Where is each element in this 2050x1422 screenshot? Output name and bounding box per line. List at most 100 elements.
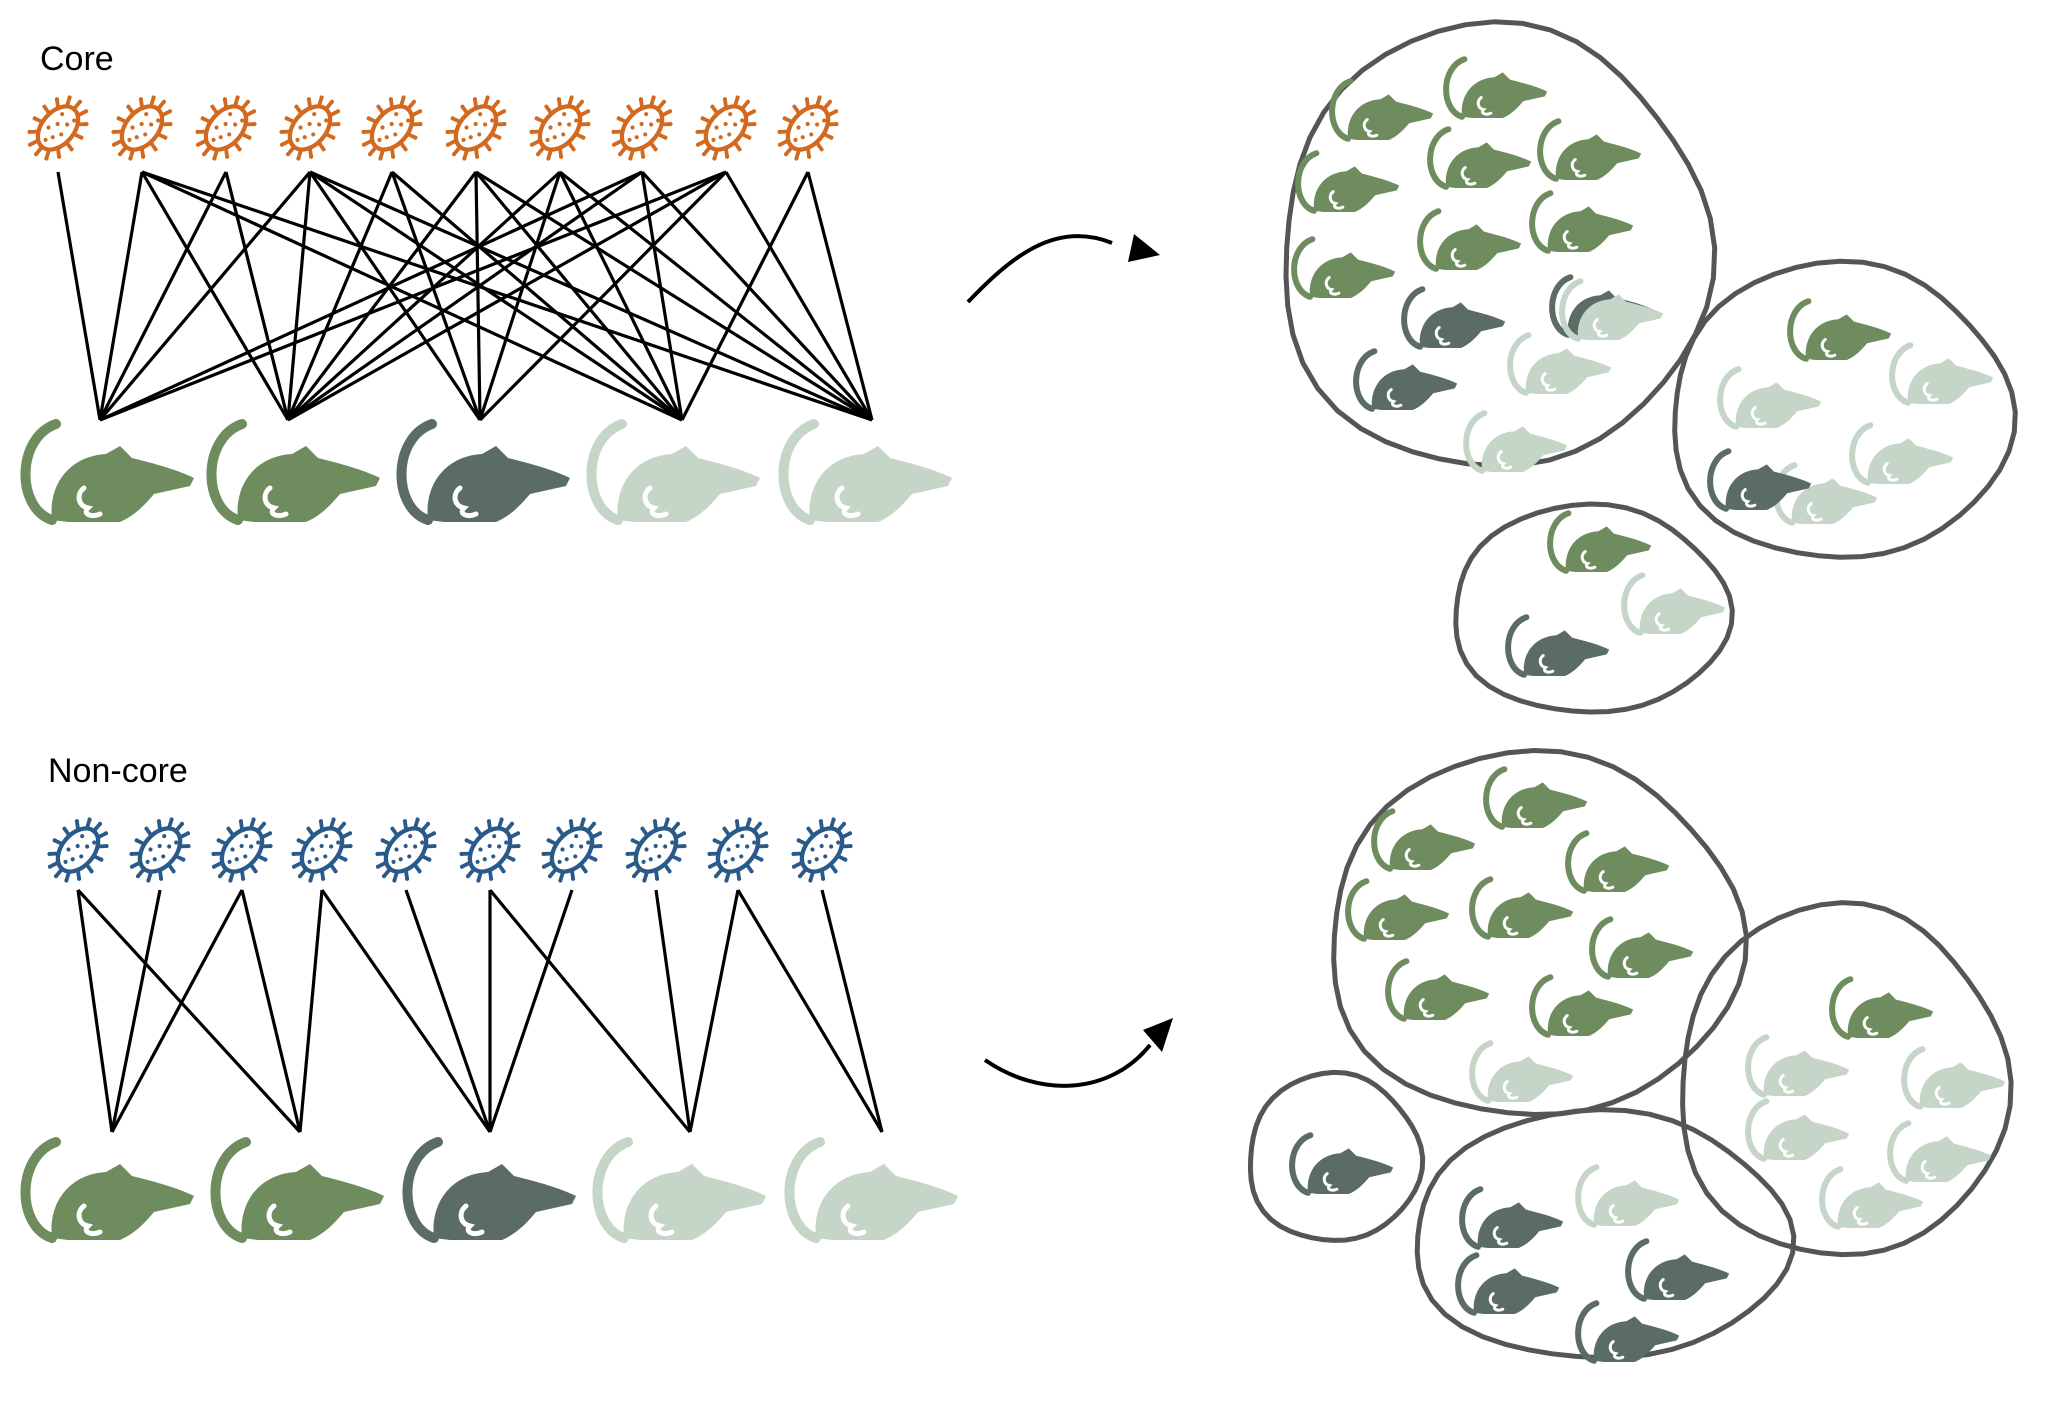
core-arrowhead bbox=[1128, 234, 1160, 262]
cluster-outline bbox=[1680, 900, 2014, 1258]
mouse-icon bbox=[1901, 1046, 2006, 1110]
mouse-icon bbox=[592, 1137, 766, 1243]
mouse-icon bbox=[1887, 1120, 1992, 1184]
core-panel: Core bbox=[20, 19, 2018, 715]
host-cluster bbox=[1672, 258, 2018, 560]
mouse-icon bbox=[1621, 572, 1726, 636]
mouse-icon bbox=[1745, 1098, 1850, 1162]
core-bacteria-row bbox=[27, 95, 839, 161]
network-edge bbox=[478, 170, 728, 422]
mouse-icon bbox=[1401, 286, 1506, 350]
bacterium-icon bbox=[777, 95, 839, 161]
network-edge bbox=[654, 889, 692, 1133]
mouse-icon bbox=[778, 419, 952, 525]
bacterium-icon bbox=[195, 95, 257, 161]
bacterium-icon bbox=[695, 95, 757, 161]
network-edge bbox=[224, 171, 290, 421]
mouse-icon bbox=[1829, 976, 1934, 1040]
network-edge bbox=[308, 171, 482, 421]
network-edge bbox=[724, 171, 874, 421]
mouse-icon bbox=[1507, 332, 1612, 396]
network-edge bbox=[478, 171, 562, 421]
network-edge bbox=[98, 171, 228, 421]
mouse-icon bbox=[1505, 614, 1610, 678]
network-edge bbox=[474, 170, 684, 422]
mouse-icon bbox=[1575, 1300, 1680, 1364]
network-edge bbox=[76, 889, 114, 1133]
mouse-icon bbox=[1819, 1166, 1924, 1230]
network-edge bbox=[141, 170, 873, 422]
mouse-icon bbox=[1469, 1040, 1574, 1104]
panel-label-noncore: Non-core bbox=[48, 752, 188, 790]
network-edge bbox=[141, 170, 683, 422]
mouse-icon bbox=[1385, 958, 1490, 1022]
mouse-icon bbox=[1289, 1132, 1394, 1196]
network-edge bbox=[558, 171, 684, 421]
host-cluster bbox=[1247, 1069, 1426, 1243]
mouse-icon bbox=[1417, 208, 1522, 272]
network-edge bbox=[286, 171, 478, 421]
network-edge bbox=[286, 171, 312, 421]
host-cluster bbox=[1414, 1107, 1797, 1364]
mouse-icon bbox=[1717, 366, 1822, 430]
bacterium-icon bbox=[361, 95, 423, 161]
mouse-icon bbox=[1849, 422, 1954, 486]
core-arrow bbox=[966, 234, 1113, 304]
bacterium-icon bbox=[707, 817, 769, 883]
network-edge bbox=[680, 171, 810, 421]
network-edge bbox=[76, 888, 302, 1134]
network-edge bbox=[390, 170, 684, 422]
network-edge bbox=[475, 170, 873, 422]
network-edge bbox=[559, 170, 873, 422]
mouse-icon bbox=[20, 419, 194, 525]
bacterium-icon bbox=[375, 817, 437, 883]
network-edge bbox=[736, 889, 884, 1133]
network-edge bbox=[99, 170, 643, 422]
cluster-outline bbox=[1331, 748, 1749, 1117]
bacterium-icon bbox=[445, 95, 507, 161]
cluster-outline bbox=[1414, 1107, 1797, 1361]
core-host-row bbox=[20, 419, 952, 525]
network-edge bbox=[110, 889, 162, 1133]
bacterium-icon bbox=[459, 817, 521, 883]
mouse-icon bbox=[1773, 462, 1878, 526]
cluster-outline bbox=[1247, 1069, 1426, 1243]
mouse-icon bbox=[1483, 766, 1588, 830]
bacterium-icon bbox=[611, 95, 673, 161]
mouse-icon bbox=[586, 419, 760, 525]
network-edge bbox=[287, 170, 643, 422]
network-edge bbox=[820, 889, 884, 1133]
host-cluster bbox=[1331, 748, 1749, 1117]
core-network-edges bbox=[56, 170, 874, 422]
network-edge bbox=[474, 171, 482, 421]
mouse-icon bbox=[1291, 236, 1396, 300]
bacterium-icon bbox=[129, 817, 191, 883]
bacterium-icon bbox=[541, 817, 603, 883]
mouse-icon bbox=[20, 1137, 194, 1243]
bacterium-icon bbox=[47, 817, 109, 883]
bacterium-icon bbox=[625, 817, 687, 883]
network-edge bbox=[98, 170, 312, 422]
mouse-icon bbox=[1469, 876, 1574, 940]
network-edge bbox=[309, 170, 873, 422]
network-edge bbox=[286, 170, 562, 422]
bacterium-icon bbox=[291, 817, 353, 883]
network-edge bbox=[298, 889, 324, 1133]
mouse-icon bbox=[784, 1137, 958, 1243]
mouse-icon bbox=[1625, 1238, 1730, 1302]
host-cluster bbox=[1283, 19, 1718, 474]
network-edge bbox=[110, 889, 244, 1133]
network-edge bbox=[688, 889, 740, 1133]
mouse-icon bbox=[1547, 510, 1652, 574]
network-edge bbox=[488, 889, 574, 1133]
mouse-icon bbox=[396, 419, 570, 525]
noncore-host-row bbox=[20, 1137, 958, 1243]
network-edge bbox=[806, 171, 874, 421]
mouse-icon bbox=[1565, 830, 1670, 894]
mouse-icon bbox=[1345, 878, 1450, 942]
mouse-icon bbox=[1707, 448, 1812, 512]
network-edge bbox=[98, 171, 144, 421]
mouse-icon bbox=[1455, 1252, 1560, 1316]
mouse-icon bbox=[1889, 342, 1994, 406]
